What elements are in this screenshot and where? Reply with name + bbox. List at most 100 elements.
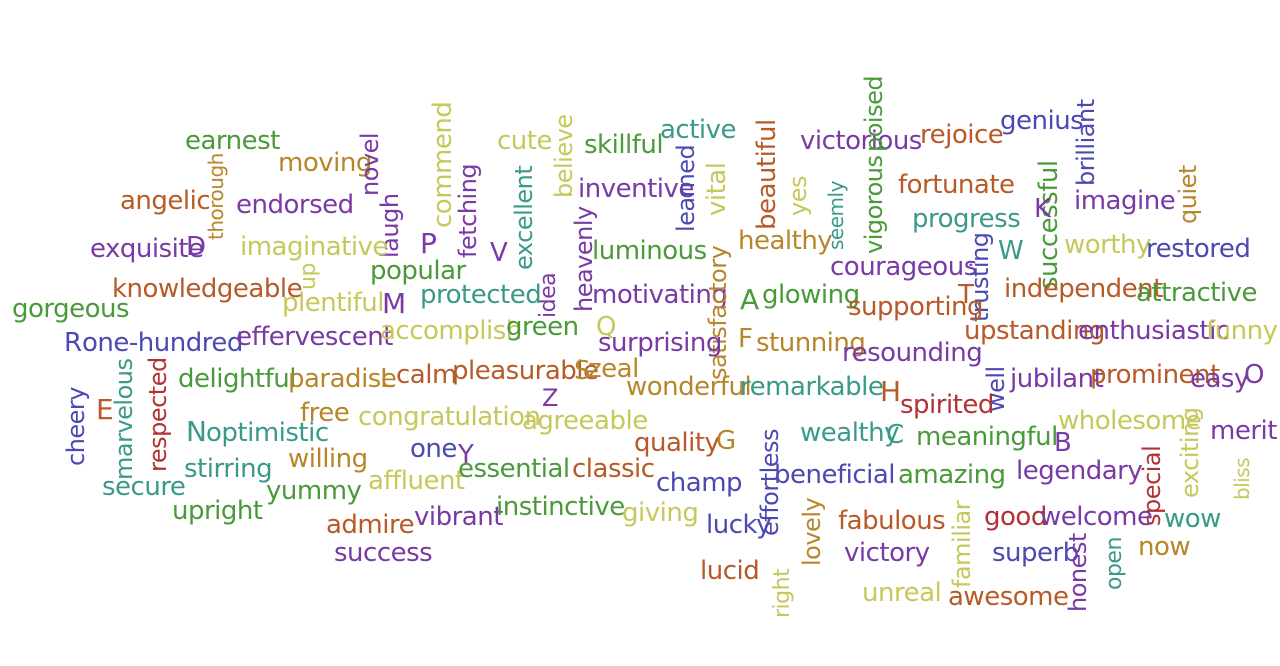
word-essential: essential	[458, 454, 570, 484]
word-beneficial: beneficial	[774, 460, 896, 490]
word-supporting: supporting	[848, 292, 984, 322]
word-courageous: courageous	[830, 252, 977, 282]
word-effervescent: effervescent	[236, 322, 393, 352]
word-upstanding: upstanding	[964, 316, 1105, 346]
word-cheery: cheery	[62, 386, 90, 466]
word-wholesome: wholesome	[1058, 406, 1202, 436]
word-agreeable: agreeable	[522, 406, 648, 436]
word-w: W	[998, 236, 1024, 266]
word-healthy: healthy	[738, 226, 833, 256]
word-vibrant: vibrant	[414, 502, 503, 532]
word-quiet: quiet	[1174, 165, 1202, 224]
word-e: E	[96, 393, 114, 426]
word-free: free	[300, 398, 350, 428]
word-glowing: glowing	[762, 280, 860, 310]
word-t: T	[958, 280, 974, 310]
word-wealthy: wealthy	[800, 418, 899, 448]
word-inventive: inventive	[578, 174, 694, 204]
word-remarkable: remarkable	[740, 372, 884, 402]
word-worthy: worthy	[1064, 230, 1151, 260]
word-g: G	[716, 426, 736, 456]
word-believe: believe	[550, 114, 578, 198]
word-meaningful: meaningful	[916, 422, 1058, 452]
word-funny: funny	[1206, 316, 1278, 346]
word-calm: calm	[396, 360, 457, 390]
word-champ: champ	[656, 468, 743, 498]
word-successful: successful	[1034, 160, 1064, 290]
word-gorgeous: gorgeous	[12, 294, 130, 324]
word-superb: superb	[992, 538, 1079, 568]
word-a: A	[740, 283, 759, 316]
word-amazing: amazing	[898, 460, 1006, 490]
word-one: one	[410, 434, 457, 464]
word-merit: merit	[1210, 416, 1277, 446]
word-easy: easy	[1190, 364, 1249, 394]
word-victorious: victorious	[800, 126, 922, 156]
word-satisfactory: satisfactory	[704, 245, 732, 380]
word-jubilant: jubilant	[1010, 364, 1104, 394]
word-rejoice: rejoice	[920, 120, 1004, 150]
word-giving: giving	[622, 498, 699, 528]
word-respected: respected	[144, 357, 172, 472]
word-protected: protected	[420, 280, 542, 310]
word-exciting: exciting	[1176, 407, 1204, 498]
word-o: O	[1244, 360, 1264, 390]
word-spirited: spirited	[900, 390, 994, 420]
word-paradise: paradise	[288, 364, 397, 394]
word-moving: moving	[278, 148, 372, 178]
word-bliss: bliss	[1230, 457, 1254, 500]
word-vital: vital	[702, 162, 732, 216]
word-affluent: affluent	[368, 466, 465, 496]
word-q: Q	[596, 312, 616, 342]
word-accomplish: accomplish	[380, 316, 522, 346]
word-l: L	[380, 364, 395, 394]
word-wow: wow	[1164, 504, 1221, 534]
word-r: R	[64, 328, 82, 358]
word-good: good	[984, 502, 1047, 532]
word-endorsed: endorsed	[236, 190, 354, 220]
word-now: now	[1138, 532, 1191, 562]
word-fabulous: fabulous	[838, 506, 946, 536]
word-optimistic: optimistic	[206, 418, 329, 448]
word-knowledgeable: knowledgeable	[112, 274, 303, 304]
word-plentiful: plentiful	[282, 288, 384, 318]
word-poised: poised	[860, 75, 888, 152]
word-cute: cute	[497, 126, 552, 156]
word-n: N	[186, 415, 207, 448]
word-success: success	[334, 538, 433, 568]
word-yes: yes	[784, 176, 812, 216]
word-b: B	[1054, 428, 1072, 458]
word-one-hundred: one-hundred	[82, 328, 243, 358]
word-instinctive: instinctive	[496, 492, 625, 522]
word-popular: popular	[370, 256, 466, 286]
word-delightful: delightful	[178, 364, 296, 394]
word-familiar: familiar	[948, 500, 976, 588]
word-angelic: angelic	[120, 186, 211, 216]
word-fortunate: fortunate	[898, 170, 1015, 200]
word-imagine: imagine	[1074, 186, 1176, 216]
word-admire: admire	[326, 510, 415, 540]
word-motivating: motivating	[592, 280, 728, 310]
word-z: Z	[542, 384, 558, 412]
word-unreal: unreal	[862, 578, 942, 608]
word-c: C	[886, 420, 904, 450]
word-up: up	[296, 263, 321, 290]
word-yummy: yummy	[266, 476, 362, 506]
word-f: F	[738, 324, 753, 354]
word-classic: classic	[572, 454, 655, 484]
word-secure: secure	[102, 472, 186, 502]
word-m: M	[382, 287, 406, 320]
word-congratulation: congratulation	[358, 402, 541, 432]
word-novel: novel	[356, 132, 384, 196]
word-wonderful: wonderful	[626, 372, 752, 402]
word-luminous: luminous	[592, 236, 707, 266]
word-stunning: stunning	[756, 328, 866, 358]
word-lucid: lucid	[700, 556, 760, 586]
word-zeal: zeal	[588, 354, 639, 384]
word-v-upper: V	[490, 238, 508, 268]
word-commend: commend	[428, 101, 458, 228]
word-enthusiastic: enthusiastic	[1078, 316, 1230, 346]
word-stirring: stirring	[184, 454, 273, 484]
word-active: active	[660, 115, 737, 145]
